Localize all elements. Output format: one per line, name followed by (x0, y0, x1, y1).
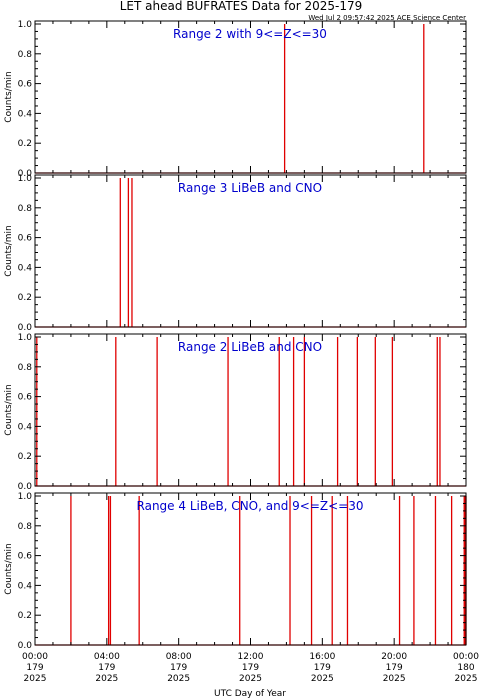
y-tick-label: 0.4 (18, 581, 33, 591)
timestamp: Wed Jul 2 09:57:42 2025 ACE Science Cent… (308, 14, 466, 22)
x-axis-label: UTC Day of Year (214, 689, 286, 699)
y-tick-label: 0.8 (18, 204, 33, 214)
y-tick-label: 0.0 (18, 169, 33, 179)
x-tick-text: 180 (457, 663, 474, 673)
y-tick-label: 0.2 (18, 611, 32, 621)
y-tick-label: 1.0 (18, 492, 33, 502)
panel-title: Range 4 LiBeB, CNO, and 9<=Z<=30 (137, 499, 364, 513)
y-tick-label: 0.0 (18, 482, 33, 492)
x-tick-text: 179 (242, 663, 259, 673)
y-axis-label: Counts/min (4, 71, 14, 122)
plot-frame (34, 333, 467, 487)
y-tick-label: 0.6 (18, 234, 33, 244)
x-tick-text: 16:00 (309, 652, 335, 662)
x-tick-text: 179 (386, 663, 403, 673)
y-tick-label: 0.4 (18, 109, 33, 119)
x-tick-text: 179 (314, 663, 331, 673)
x-tick-text: 2025 (455, 674, 478, 684)
y-tick-label: 0.2 (18, 452, 32, 462)
y-tick-label: 0.8 (18, 363, 33, 373)
x-tick-text: 00:00 (22, 652, 48, 662)
x-tick-text: 20:00 (381, 652, 407, 662)
y-tick-label: 0.0 (18, 323, 33, 333)
y-tick-label: 0.6 (18, 552, 33, 562)
panel-title: Range 2 with 9<=Z<=30 (173, 27, 327, 41)
chart-panel-1: 0.0 0.2 0.4 0.6 0.8 1.0 Counts/min Range 2 with… (4, 20, 467, 179)
y-tick-label: 0.0 (18, 641, 33, 651)
x-tick-text: 2025 (167, 674, 190, 684)
y-axis-label: Counts/min (4, 225, 14, 276)
y-tick-label: 0.6 (18, 393, 33, 403)
chart-panel-4: 0.0 0.2 0.4 0.6 0.8 1.0 Counts/min Range 4 LiBe… (4, 492, 467, 651)
x-tick-text: 179 (98, 663, 115, 673)
plot-frame (34, 492, 467, 646)
y-tick-label: 0.8 (18, 522, 33, 532)
x-tick-text: 12:00 (238, 652, 264, 662)
y-axis-label: Counts/min (4, 543, 14, 594)
y-axis-label: Counts/min (4, 384, 14, 435)
x-tick-text: 00:00 (453, 652, 479, 662)
chart-panel-2: 0.0 0.2 0.4 0.6 0.8 1.0 Counts/min Range 3 LiBe… (4, 174, 467, 333)
x-tick-text: 2025 (24, 674, 47, 684)
x-tick-text: 2025 (383, 674, 406, 684)
x-tick-text: 179 (26, 663, 43, 673)
y-tick-label: 1.0 (18, 20, 33, 30)
panel-title: Range 3 LiBeB and CNO (178, 181, 322, 195)
x-tick-text: 2025 (95, 674, 118, 684)
y-tick-label: 0.8 (18, 50, 33, 60)
x-tick-text: 179 (170, 663, 187, 673)
x-tick-text: 08:00 (166, 652, 192, 662)
plot-frame (34, 20, 467, 174)
x-tick-text: 2025 (239, 674, 262, 684)
plot-frame (34, 174, 467, 328)
y-tick-label: 0.2 (18, 139, 32, 149)
chart-title: LET ahead BUFRATES Data for 2025-179 (120, 0, 362, 13)
y-tick-label: 0.2 (18, 293, 32, 303)
x-tick-text: 2025 (311, 674, 334, 684)
y-tick-label: 0.4 (18, 263, 33, 273)
chart-panel-3: 0.0 0.2 0.4 0.6 0.8 1.0 Counts/min Range 2 LiBe… (4, 333, 467, 492)
y-tick-label: 0.4 (18, 422, 33, 432)
y-tick-label: 1.0 (18, 333, 33, 343)
y-tick-label: 0.6 (18, 80, 33, 90)
x-tick-text: 04:00 (94, 652, 120, 662)
y-tick-label: 1.0 (18, 174, 33, 184)
panel-title: Range 2 LiBeB and CNO (178, 340, 322, 354)
